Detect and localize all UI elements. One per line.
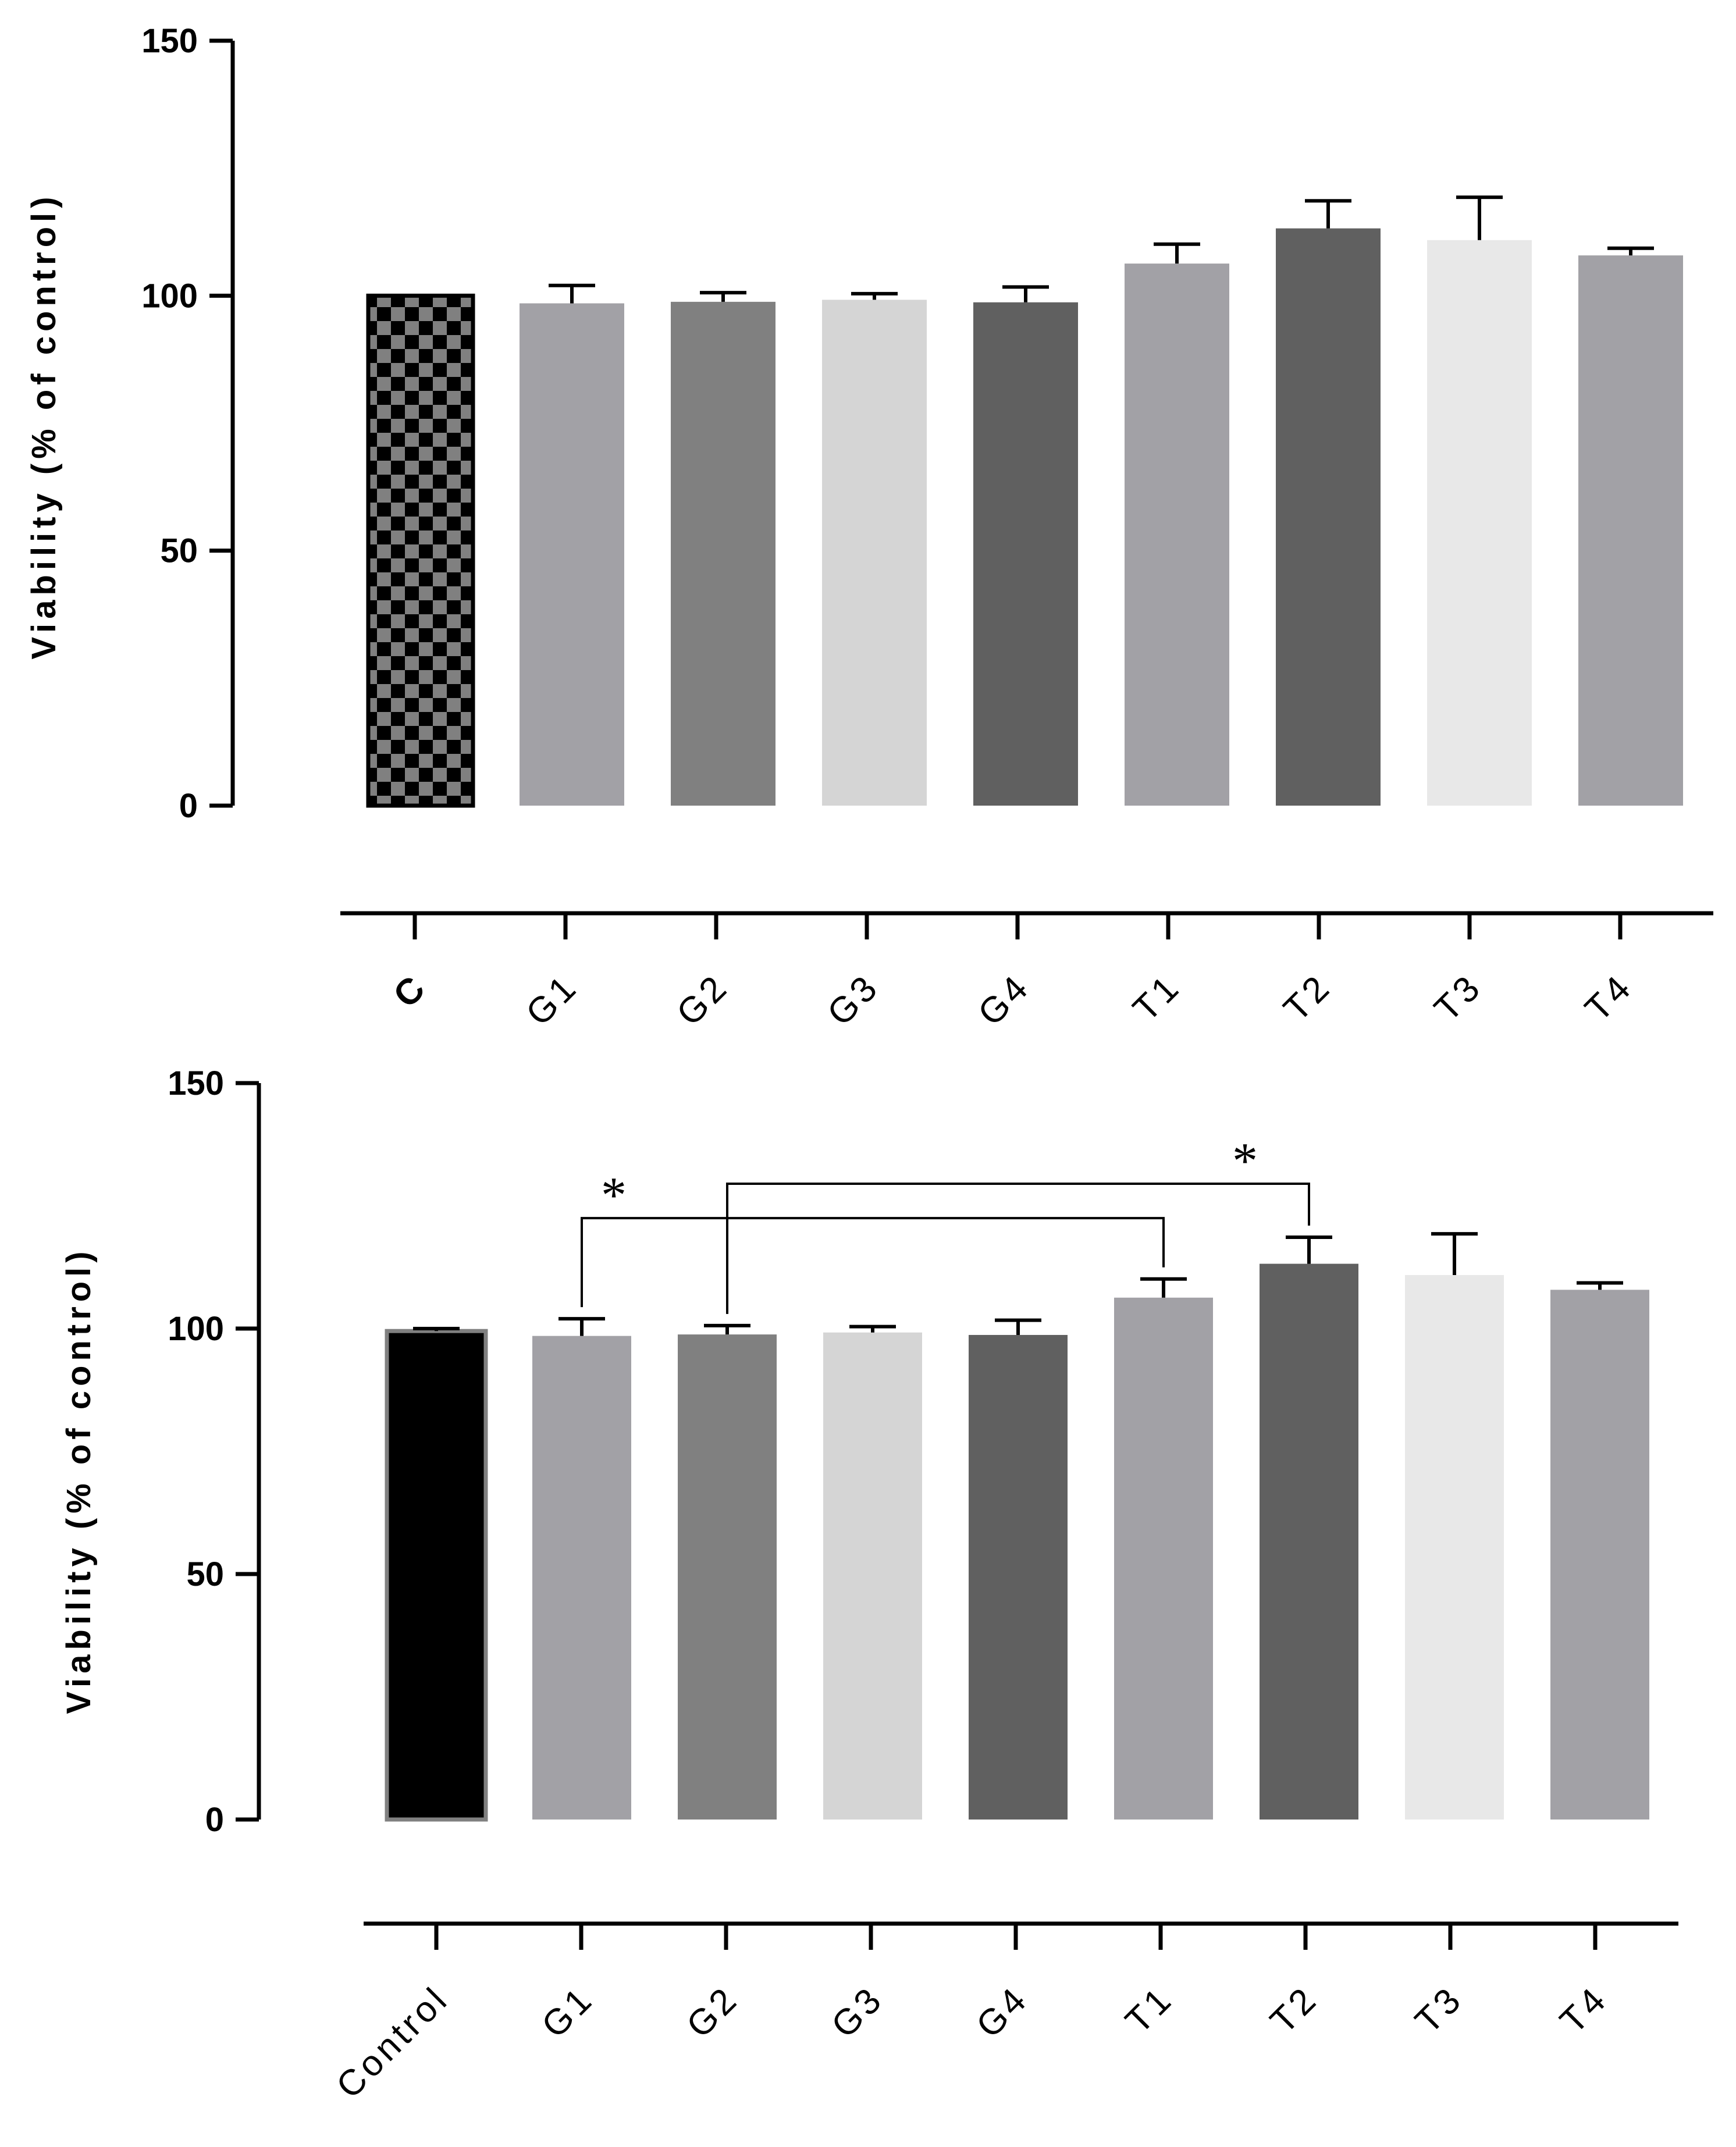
x-tick-label-t2: T2 xyxy=(1262,1978,1325,2041)
x-tick-label-g2: G2 xyxy=(669,966,737,1034)
significance-star: * xyxy=(1232,1133,1258,1190)
y-axis-title: Viability (% of control) xyxy=(25,192,63,659)
bar-g2 xyxy=(678,1334,777,1820)
x-tick-label-t1: T1 xyxy=(1125,966,1188,1029)
bar-g1 xyxy=(532,1336,631,1820)
y-tick-label: 150 xyxy=(141,22,198,60)
bar-g3 xyxy=(822,300,927,806)
y-tick-label: 100 xyxy=(168,1310,224,1348)
bar-g4 xyxy=(969,1334,1068,1820)
x-tick-label-control: Control xyxy=(329,1978,457,2106)
bar-t3 xyxy=(1405,1275,1504,1820)
bar-g4 xyxy=(973,302,1078,806)
x-tick-label-g1: G1 xyxy=(534,1978,602,2046)
bar-c xyxy=(366,293,475,808)
chart-panel-top: 0 50 100 150 Viability (% of control) C G1 G2 G3… xyxy=(25,22,1713,1034)
x-tick-label-g4: G4 xyxy=(970,966,1038,1034)
x-tick-label-g3: G3 xyxy=(820,966,887,1034)
bar-t1 xyxy=(1125,264,1229,806)
x-tick-label-g4: G4 xyxy=(969,1978,1036,2046)
significance-star: * xyxy=(601,1167,627,1224)
y-tick-label: 150 xyxy=(168,1064,224,1102)
bar-g1 xyxy=(520,303,624,806)
x-tick-label-g3: G3 xyxy=(824,1978,891,2046)
bar-t4 xyxy=(1578,255,1683,806)
y-tick-label: 50 xyxy=(160,532,198,570)
x-tick-label-t4: T4 xyxy=(1577,966,1640,1029)
bar-t2 xyxy=(1260,1263,1358,1820)
bar-control xyxy=(385,1329,488,1822)
x-tick-label-g2: G2 xyxy=(679,1978,746,2046)
y-tick-label: 50 xyxy=(186,1555,224,1593)
x-tick-label-t3: T3 xyxy=(1426,966,1489,1029)
y-tick-label: 100 xyxy=(141,277,198,315)
y-tick-label: 0 xyxy=(205,1801,224,1839)
y-tick-label: 0 xyxy=(179,787,198,825)
x-tick-label-c: C xyxy=(386,966,435,1016)
bar-t4 xyxy=(1550,1290,1649,1820)
significance-bracket xyxy=(581,1217,1165,1308)
x-tick-label-t3: T3 xyxy=(1407,1978,1470,2041)
bar-t3 xyxy=(1427,240,1532,806)
x-tick-label-t1: T1 xyxy=(1118,1978,1180,2041)
x-tick-label-g1: G1 xyxy=(518,966,586,1034)
bar-t1 xyxy=(1114,1297,1213,1820)
bar-g2 xyxy=(671,301,775,806)
bar-t2 xyxy=(1276,228,1381,806)
x-tick-label-t2: T2 xyxy=(1276,966,1339,1029)
y-axis-title: Viability (% of control) xyxy=(60,1247,98,1714)
x-tick-label-t4: T4 xyxy=(1552,1978,1615,2041)
chart-panel-bottom: 0 50 100 150 Viability (% of control) Control… xyxy=(60,1064,1678,2106)
significance-bracket xyxy=(726,1183,1310,1314)
bar-g3 xyxy=(823,1332,922,1820)
